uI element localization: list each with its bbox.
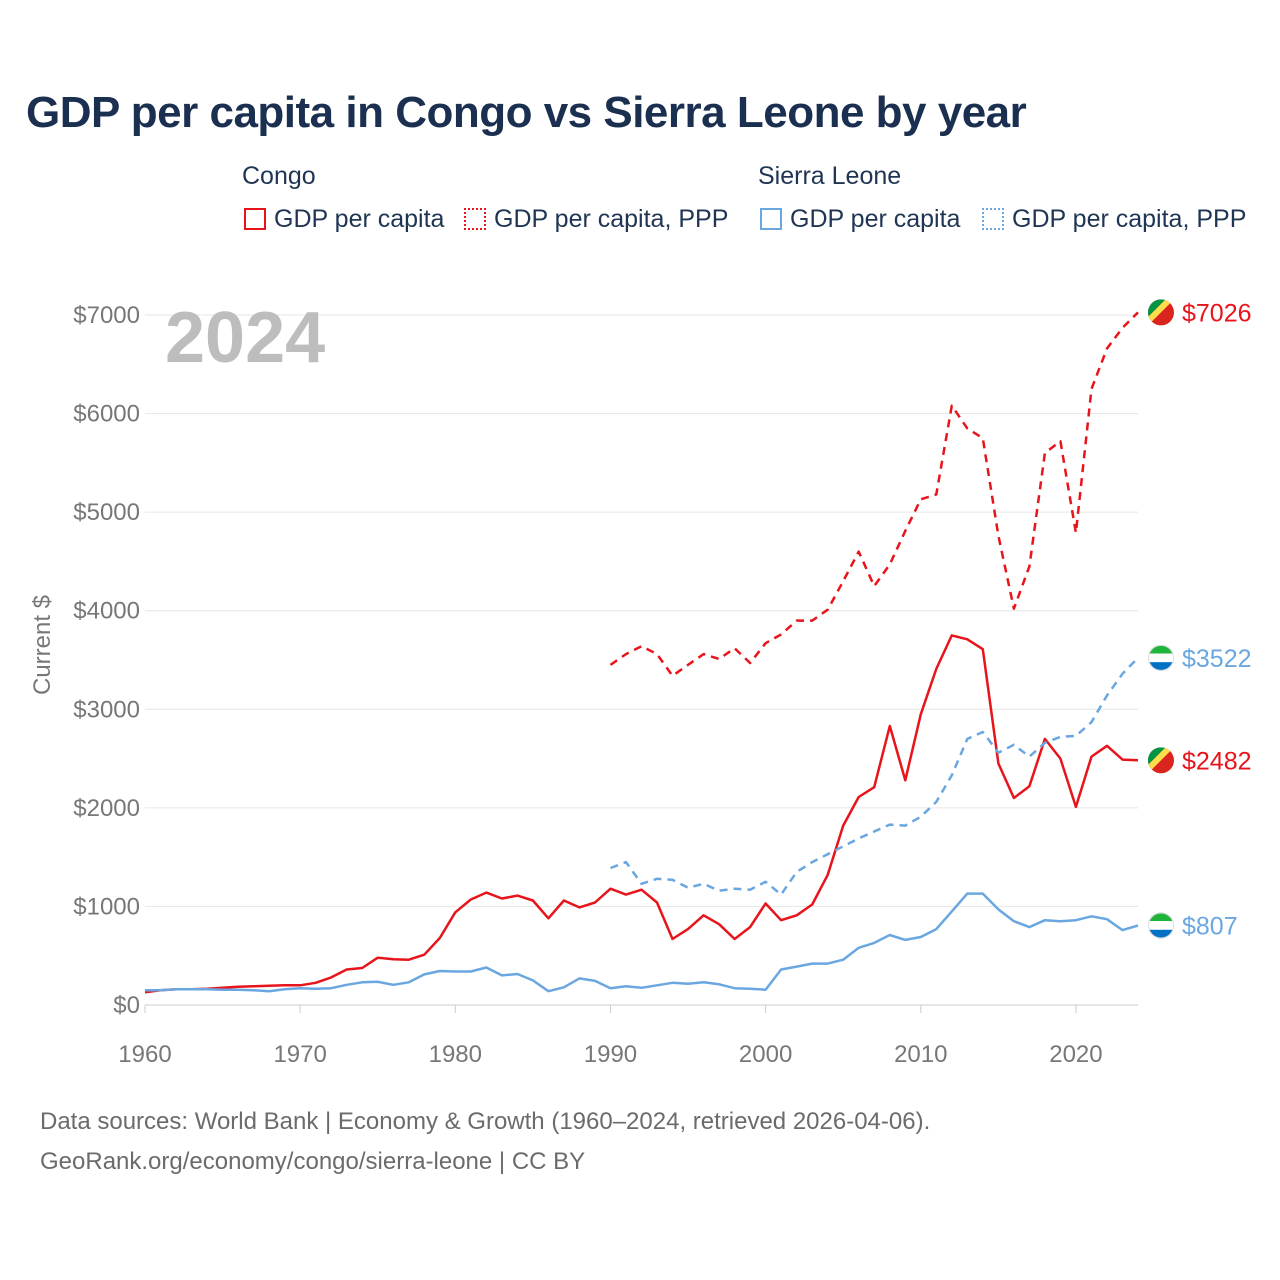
x-axis-ticks: 1960 1970 1980 1990 2000 2010 2020 — [118, 1005, 1103, 1068]
legend-label: GDP per capita — [790, 204, 961, 233]
y-tick-label: $1000 — [73, 893, 140, 920]
legend-label: GDP per capita, PPP — [494, 204, 729, 233]
end-labels: $2482 $7026 $807 $3522 — [1148, 299, 1252, 940]
y-tick-label: $7000 — [73, 302, 140, 329]
series-line-sierra-leone-gdp-per-capita-ppp[interactable] — [610, 656, 1139, 896]
legend-label: GDP per capita — [274, 204, 445, 233]
sierra-leone-flag-icon — [1148, 644, 1174, 671]
y-tick-label: $6000 — [73, 401, 140, 428]
end-value-label: $7026 — [1182, 299, 1252, 327]
legend-item-congo-gdp[interactable]: GDP per capita — [244, 204, 444, 234]
x-tick-label: 2000 — [739, 1041, 792, 1068]
chart-title: GDP per capita in Congo vs Sierra Leone … — [26, 88, 1027, 137]
legend-item-sierra-leone-gdp[interactable]: GDP per capita — [760, 204, 960, 234]
legend-swatch-solid-blue — [760, 208, 782, 230]
x-tick-label: 1980 — [429, 1041, 482, 1068]
y-tick-label: $4000 — [73, 598, 140, 625]
end-value-label: $807 — [1182, 912, 1238, 940]
x-tick-label: 1990 — [584, 1041, 637, 1068]
legend-label: GDP per capita, PPP — [1012, 204, 1247, 233]
congo-flag-icon — [1148, 299, 1174, 326]
y-tick-label: $2000 — [73, 795, 140, 822]
x-tick-label: 1960 — [118, 1041, 171, 1068]
grid-lines — [145, 314, 1138, 1006]
legend-group-sierra-leone: Sierra Leone — [758, 162, 902, 190]
y-tick-label: $3000 — [73, 696, 140, 723]
legend-item-sierra-leone-gdp-ppp[interactable]: GDP per capita, PPP — [982, 204, 1246, 234]
legend-item-congo-gdp-ppp[interactable]: GDP per capita, PPP — [464, 204, 728, 234]
year-watermark: 2024 — [165, 298, 325, 378]
legend-swatch-dotted-red — [464, 208, 486, 230]
series-line-congo-gdp-per-capita[interactable] — [144, 634, 1139, 994]
sierra-leone-flag-icon — [1148, 912, 1174, 939]
y-axis-label: Current $ — [29, 595, 56, 695]
footer-sources: Data sources: World Bank | Economy & Gro… — [40, 1108, 931, 1135]
series-line-congo-gdp-per-capita-ppp[interactable] — [609, 311, 1139, 678]
x-tick-label: 2020 — [1049, 1041, 1102, 1068]
legend-swatch-dotted-blue — [982, 208, 1004, 230]
series-lines — [144, 311, 1139, 994]
end-value-label: $3522 — [1182, 645, 1252, 673]
y-axis-ticks: $0 $1000 $2000 $3000 $4000 $5000 $6000 $7000 — [73, 302, 140, 1019]
end-value-label: $2482 — [1182, 747, 1252, 775]
series-line-sierra-leone-gdp-per-capita[interactable] — [145, 892, 1139, 993]
y-tick-label: $0 — [113, 992, 140, 1019]
x-tick-label: 2010 — [894, 1041, 947, 1068]
y-tick-label: $5000 — [73, 499, 140, 526]
legend-swatch-solid-red — [244, 208, 266, 230]
x-tick-label: 1970 — [273, 1041, 326, 1068]
footer-credit[interactable]: GeoRank.org/economy/congo/sierra-leone |… — [40, 1148, 586, 1175]
legend-group-congo: Congo — [242, 162, 316, 190]
congo-flag-icon — [1148, 747, 1174, 774]
